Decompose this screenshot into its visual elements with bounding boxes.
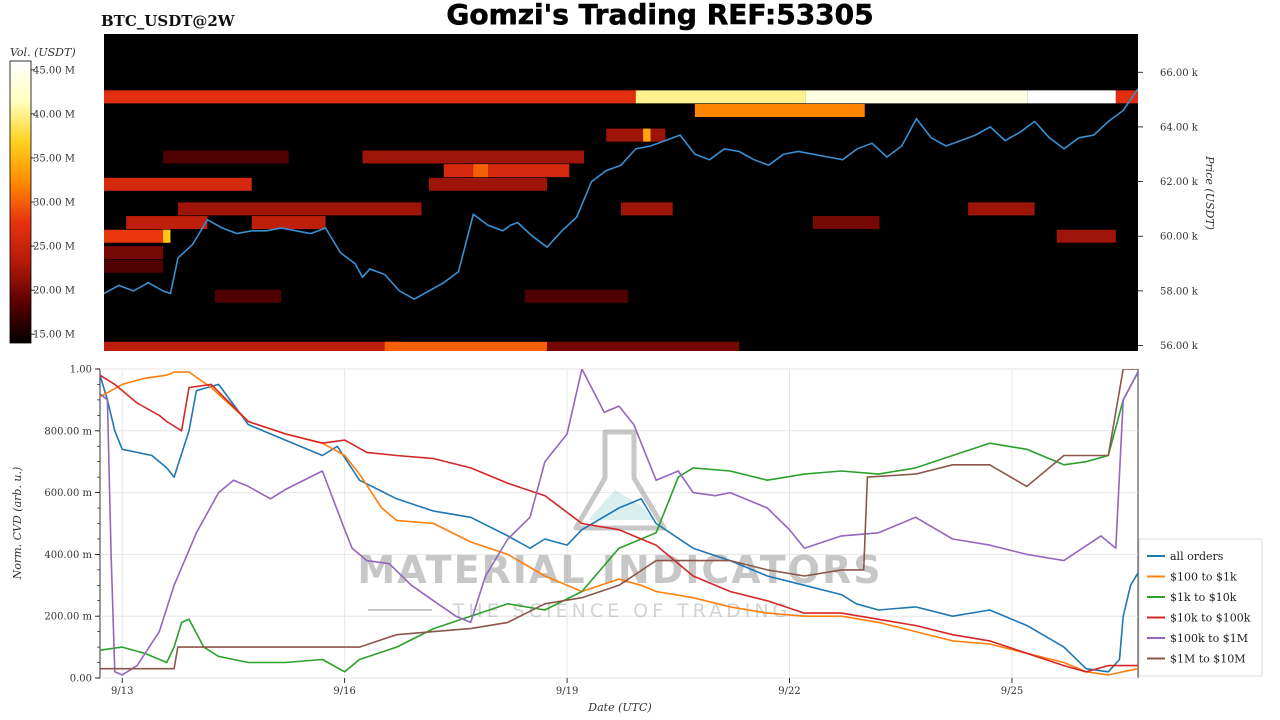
series-line-4 <box>100 369 1138 676</box>
legend-label: $10k to $100k <box>1170 612 1251 625</box>
legend-label: $1M to $10M <box>1170 653 1246 666</box>
heatmap-band <box>362 150 585 164</box>
price-axis-ticks: 56.00 k 58.00 k 60.00 k 62.00 k 64.00 k 66.00… <box>1138 68 1199 352</box>
colorbar <box>9 60 32 344</box>
heatmap-band <box>1027 90 1116 104</box>
heatmap-band <box>104 341 400 351</box>
heatmap-band <box>443 164 570 178</box>
cvd-grid <box>97 368 1138 679</box>
legend: all orders $100 to $1k $1k to $10k $10k to … <box>1138 538 1263 677</box>
pair-label: BTC_USDT@2W <box>101 12 236 30</box>
chart-title: Gomzi's Trading REF:53305 <box>446 0 873 31</box>
heatmap-band <box>104 90 636 104</box>
cvd-x-axis-title: Date (UTC) <box>587 701 651 714</box>
cvd-y-tick-label: 200.00 m <box>44 612 92 623</box>
cvd-y-tick-label: 1.00 <box>70 365 92 376</box>
colorbar-tick-label: 45.00 M <box>33 65 75 76</box>
cvd-y-ticks: 0.00 200.00 m 400.00 m 600.00 m 800.00 m 1.00 <box>44 365 100 685</box>
heatmap-band <box>214 289 282 303</box>
series-line-5 <box>100 369 1138 670</box>
colorbar-tick-label: 25.00 M <box>33 242 75 253</box>
heatmap-band <box>428 177 548 191</box>
watermark-liquid-icon <box>588 490 655 520</box>
cvd-x-tick-label: 9/16 <box>333 686 355 697</box>
heatmap-band <box>163 150 289 164</box>
legend-label: $100k to $1M <box>1170 632 1248 645</box>
heatmap-band <box>126 216 208 230</box>
heatmap-band <box>163 229 171 243</box>
heatmap-band <box>968 202 1035 216</box>
price-tick-label: 58.00 k <box>1160 286 1199 297</box>
heatmap-band <box>473 164 489 178</box>
heatmap-band <box>104 259 164 273</box>
cvd-y-tick-label: 0.00 <box>70 674 92 685</box>
colorbar-tick-label: 40.00 M <box>33 109 75 120</box>
price-tick-label: 62.00 k <box>1160 177 1199 188</box>
cvd-x-tick-label: 9/19 <box>556 686 578 697</box>
cvd-y-tick-label: 800.00 m <box>44 426 92 437</box>
cvd-y-axis-title: Norm. CVD (arb. u.) <box>11 467 24 581</box>
price-axis-title: Price (USDT) <box>1203 155 1216 230</box>
price-tick-label: 64.00 k <box>1160 122 1199 133</box>
heatmap-band <box>177 202 422 216</box>
heatmap-band <box>805 90 1028 104</box>
legend-label: all orders <box>1170 550 1224 563</box>
heatmap-band <box>621 202 673 216</box>
cvd-y-tick-label: 600.00 m <box>44 488 92 499</box>
price-line <box>104 88 1138 301</box>
series-line-3 <box>100 374 1138 673</box>
cvd-x-tick-label: 9/13 <box>111 686 133 697</box>
price-tick-label: 66.00 k <box>1160 68 1199 79</box>
heatmap-band <box>524 289 629 303</box>
heatmap-band <box>251 216 326 230</box>
heatmap-band <box>104 246 164 260</box>
cvd-x-tick-label: 9/25 <box>1001 686 1023 697</box>
heatmap-panel <box>104 34 1138 351</box>
heatmap-band <box>643 128 651 142</box>
legend-label: $100 to $1k <box>1170 571 1237 584</box>
legend-box <box>1138 538 1263 677</box>
heatmap-band <box>104 229 171 243</box>
heatmap-band <box>606 128 666 142</box>
watermark-line2: THE SCIENCE OF TRADING <box>452 600 792 622</box>
cvd-panel <box>99 368 1139 679</box>
heatmap-band <box>694 104 865 118</box>
heatmap-band <box>1056 229 1116 243</box>
colorbar-tick-label: 20.00 M <box>33 286 75 297</box>
heatmap-band <box>547 341 740 351</box>
heatmap-band <box>384 341 548 351</box>
colorbar-tick-label: 35.00 M <box>33 153 75 164</box>
legend-label: $1k to $10k <box>1170 591 1237 604</box>
heatmap-band <box>635 90 806 104</box>
price-tick-label: 60.00 k <box>1160 232 1199 243</box>
price-tick-label: 56.00 k <box>1160 341 1199 352</box>
heatmap-band <box>1115 90 1138 104</box>
colorbar-tick-label: 30.00 M <box>33 198 75 209</box>
heatmap-band <box>104 177 252 191</box>
cvd-x-tick-label: 9/22 <box>778 686 800 697</box>
heatmap-bands <box>104 90 1138 351</box>
cvd-series <box>100 369 1138 676</box>
cvd-y-tick-label: 400.00 m <box>44 550 92 561</box>
colorbar-ticks: 45.00 M 40.00 M 35.00 M 30.00 M 25.00 M 20.00… <box>31 65 75 341</box>
colorbar-tick-label: 15.00 M <box>33 330 75 341</box>
colorbar-title: Vol. (USDT) <box>10 46 76 59</box>
cvd-x-ticks: 9/13 9/16 9/19 9/22 9/25 <box>111 678 1023 697</box>
heatmap-band <box>813 216 880 230</box>
series-line-0 <box>100 374 1138 673</box>
